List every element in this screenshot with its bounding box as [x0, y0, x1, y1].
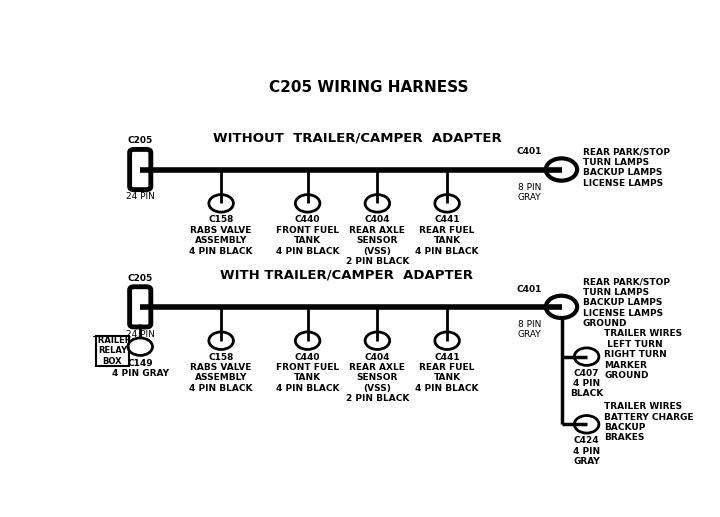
Text: 8 PIN
GRAY: 8 PIN GRAY — [518, 320, 541, 339]
Circle shape — [209, 194, 233, 212]
Text: TRAILER WIRES
BATTERY CHARGE
BACKUP
BRAKES: TRAILER WIRES BATTERY CHARGE BACKUP BRAK… — [605, 402, 694, 443]
Text: C158
RABS VALVE
ASSEMBLY
4 PIN BLACK: C158 RABS VALVE ASSEMBLY 4 PIN BLACK — [189, 353, 253, 393]
Circle shape — [209, 332, 233, 349]
Text: C404
REAR AXLE
SENSOR
(VSS)
2 PIN BLACK: C404 REAR AXLE SENSOR (VSS) 2 PIN BLACK — [346, 215, 409, 266]
Circle shape — [435, 332, 459, 349]
Text: C424
4 PIN
GRAY: C424 4 PIN GRAY — [573, 436, 600, 466]
Text: WITH TRAILER/CAMPER  ADAPTER: WITH TRAILER/CAMPER ADAPTER — [220, 268, 473, 282]
Text: TRAILER WIRES
 LEFT TURN
RIGHT TURN
MARKER
GROUND: TRAILER WIRES LEFT TURN RIGHT TURN MARKE… — [605, 329, 683, 380]
Text: 24 PIN: 24 PIN — [126, 330, 155, 339]
Text: C205: C205 — [127, 136, 153, 145]
Circle shape — [575, 348, 599, 366]
Circle shape — [575, 416, 599, 433]
Circle shape — [435, 194, 459, 212]
Circle shape — [546, 158, 577, 180]
Text: C401: C401 — [516, 285, 541, 294]
Text: 24 PIN: 24 PIN — [126, 192, 155, 202]
Text: C205: C205 — [127, 274, 153, 283]
Text: C440
FRONT FUEL
TANK
4 PIN BLACK: C440 FRONT FUEL TANK 4 PIN BLACK — [276, 353, 339, 393]
FancyBboxPatch shape — [130, 287, 150, 327]
Circle shape — [365, 194, 390, 212]
Text: REAR PARK/STOP
TURN LAMPS
BACKUP LAMPS
LICENSE LAMPS
GROUND: REAR PARK/STOP TURN LAMPS BACKUP LAMPS L… — [582, 278, 670, 328]
Text: C440
FRONT FUEL
TANK
4 PIN BLACK: C440 FRONT FUEL TANK 4 PIN BLACK — [276, 215, 339, 255]
Text: REAR PARK/STOP
TURN LAMPS
BACKUP LAMPS
LICENSE LAMPS: REAR PARK/STOP TURN LAMPS BACKUP LAMPS L… — [582, 147, 670, 188]
Circle shape — [295, 332, 320, 349]
Circle shape — [295, 194, 320, 212]
Text: C441
REAR FUEL
TANK
4 PIN BLACK: C441 REAR FUEL TANK 4 PIN BLACK — [415, 353, 479, 393]
Text: C158
RABS VALVE
ASSEMBLY
4 PIN BLACK: C158 RABS VALVE ASSEMBLY 4 PIN BLACK — [189, 215, 253, 255]
Text: C149
4 PIN GRAY: C149 4 PIN GRAY — [112, 359, 168, 378]
FancyBboxPatch shape — [130, 149, 150, 190]
Circle shape — [365, 332, 390, 349]
Circle shape — [128, 338, 153, 355]
Text: 8 PIN
GRAY: 8 PIN GRAY — [518, 183, 541, 202]
Text: C205 WIRING HARNESS: C205 WIRING HARNESS — [269, 80, 469, 95]
Text: C404
REAR AXLE
SENSOR
(VSS)
2 PIN BLACK: C404 REAR AXLE SENSOR (VSS) 2 PIN BLACK — [346, 353, 409, 403]
Text: C401: C401 — [516, 147, 541, 156]
Text: C441
REAR FUEL
TANK
4 PIN BLACK: C441 REAR FUEL TANK 4 PIN BLACK — [415, 215, 479, 255]
Text: C407
4 PIN
BLACK: C407 4 PIN BLACK — [570, 369, 603, 399]
Text: TRAILER
RELAY
BOX: TRAILER RELAY BOX — [93, 336, 132, 366]
Circle shape — [546, 296, 577, 318]
FancyBboxPatch shape — [96, 336, 129, 366]
Text: WITHOUT  TRAILER/CAMPER  ADAPTER: WITHOUT TRAILER/CAMPER ADAPTER — [213, 131, 503, 144]
